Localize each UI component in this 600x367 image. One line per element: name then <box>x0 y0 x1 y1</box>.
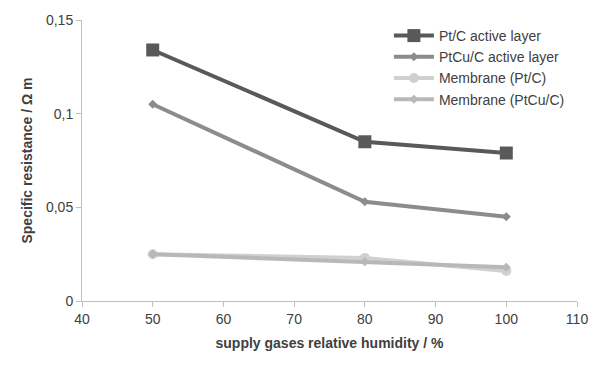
svg-text:Specific resistance / Ω m: Specific resistance / Ω m <box>19 77 35 243</box>
svg-text:supply gases relative humidity: supply gases relative humidity / % <box>216 335 445 351</box>
svg-text:70: 70 <box>286 311 302 327</box>
svg-text:0,05: 0,05 <box>46 199 73 215</box>
svg-text:PtCu/C active layer: PtCu/C active layer <box>439 49 559 65</box>
svg-text:0,1: 0,1 <box>54 106 74 122</box>
svg-text:Membrane (Pt/C): Membrane (Pt/C) <box>439 70 546 86</box>
svg-text:Pt/C active layer: Pt/C active layer <box>439 28 541 44</box>
svg-text:80: 80 <box>357 311 373 327</box>
svg-text:0: 0 <box>65 293 73 309</box>
svg-text:50: 50 <box>145 311 161 327</box>
svg-text:60: 60 <box>216 311 232 327</box>
svg-text:90: 90 <box>428 311 444 327</box>
svg-text:40: 40 <box>74 311 90 327</box>
svg-text:110: 110 <box>566 311 589 327</box>
svg-text:0,15: 0,15 <box>46 12 73 28</box>
svg-text:Membrane (PtCu/C): Membrane (PtCu/C) <box>439 92 564 108</box>
svg-text:100: 100 <box>495 311 519 327</box>
